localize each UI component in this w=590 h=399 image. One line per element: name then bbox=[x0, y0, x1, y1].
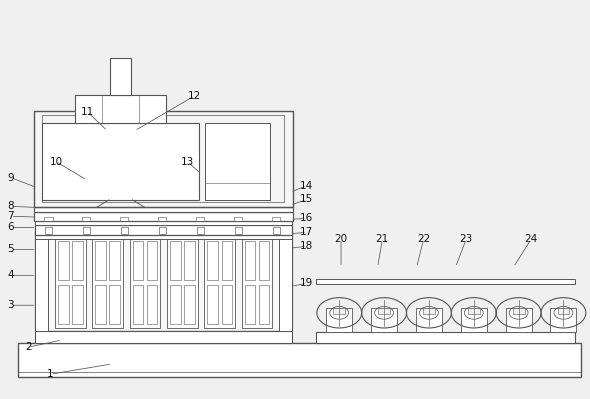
Text: 18: 18 bbox=[300, 241, 313, 251]
Bar bbox=[147, 241, 158, 280]
Text: 22: 22 bbox=[417, 234, 430, 245]
Bar bbox=[121, 227, 128, 234]
Bar bbox=[279, 231, 292, 331]
Text: 4: 4 bbox=[7, 270, 14, 280]
Bar bbox=[96, 285, 106, 324]
Bar bbox=[133, 285, 143, 324]
Bar bbox=[167, 235, 198, 328]
Text: 7: 7 bbox=[7, 211, 14, 221]
Text: 2: 2 bbox=[25, 342, 32, 352]
Bar bbox=[326, 308, 352, 332]
Bar bbox=[316, 332, 575, 343]
Text: 15: 15 bbox=[300, 194, 313, 205]
Bar bbox=[75, 95, 166, 123]
Bar bbox=[468, 308, 480, 314]
Bar bbox=[416, 308, 442, 332]
Bar bbox=[93, 235, 123, 328]
Bar bbox=[221, 285, 232, 324]
Text: 1: 1 bbox=[47, 369, 54, 379]
Bar bbox=[83, 227, 90, 234]
Bar bbox=[204, 235, 235, 328]
Bar bbox=[72, 285, 83, 324]
Bar bbox=[550, 308, 576, 332]
Bar bbox=[423, 308, 435, 314]
Bar bbox=[42, 115, 284, 202]
Bar bbox=[110, 241, 120, 280]
Bar bbox=[242, 235, 273, 328]
Bar bbox=[110, 285, 120, 324]
Bar bbox=[35, 231, 48, 331]
Text: 24: 24 bbox=[525, 234, 537, 245]
Bar bbox=[506, 308, 532, 332]
Bar bbox=[35, 231, 292, 331]
Bar bbox=[34, 111, 293, 207]
Bar bbox=[147, 285, 158, 324]
Text: 13: 13 bbox=[181, 156, 194, 167]
Bar bbox=[35, 331, 292, 343]
Bar bbox=[44, 217, 53, 221]
Text: 6: 6 bbox=[7, 222, 14, 233]
Bar bbox=[245, 241, 255, 280]
Text: 3: 3 bbox=[7, 300, 14, 310]
Bar bbox=[184, 285, 195, 324]
Bar bbox=[259, 241, 270, 280]
Bar bbox=[42, 123, 199, 200]
Bar bbox=[170, 241, 181, 280]
Bar bbox=[34, 207, 293, 212]
Bar bbox=[207, 241, 218, 280]
Bar bbox=[82, 217, 90, 221]
Bar bbox=[159, 227, 166, 234]
Bar bbox=[120, 217, 129, 221]
Text: 19: 19 bbox=[300, 278, 313, 288]
Bar bbox=[196, 217, 204, 221]
Bar bbox=[35, 225, 292, 235]
Bar bbox=[513, 308, 525, 314]
Bar bbox=[170, 285, 181, 324]
Bar bbox=[221, 241, 232, 280]
Text: 10: 10 bbox=[50, 156, 63, 167]
Bar bbox=[58, 241, 68, 280]
Bar bbox=[378, 308, 390, 314]
Bar bbox=[158, 217, 166, 221]
Text: 9: 9 bbox=[7, 172, 14, 183]
Text: 14: 14 bbox=[300, 180, 313, 191]
Bar bbox=[234, 217, 242, 221]
Bar bbox=[273, 227, 280, 234]
Bar bbox=[18, 343, 581, 377]
Text: 23: 23 bbox=[460, 234, 473, 245]
Bar bbox=[35, 235, 292, 239]
Bar bbox=[259, 285, 270, 324]
Bar bbox=[196, 227, 204, 234]
Bar bbox=[34, 212, 293, 221]
Bar bbox=[35, 221, 292, 225]
Bar bbox=[333, 308, 345, 314]
Bar bbox=[235, 227, 242, 234]
Bar bbox=[130, 235, 160, 328]
Bar bbox=[55, 235, 86, 328]
Bar bbox=[72, 241, 83, 280]
Text: 21: 21 bbox=[376, 234, 389, 245]
Text: 5: 5 bbox=[7, 244, 14, 255]
Bar bbox=[205, 123, 270, 200]
Text: 8: 8 bbox=[7, 201, 14, 211]
Text: 20: 20 bbox=[335, 234, 348, 245]
Bar bbox=[272, 217, 280, 221]
Bar bbox=[184, 241, 195, 280]
Bar bbox=[245, 285, 255, 324]
Text: 11: 11 bbox=[81, 107, 94, 117]
Bar bbox=[461, 308, 487, 332]
Bar bbox=[316, 279, 575, 284]
Bar bbox=[207, 285, 218, 324]
Bar bbox=[45, 227, 52, 234]
Bar bbox=[96, 241, 106, 280]
Bar bbox=[558, 308, 569, 314]
Text: 17: 17 bbox=[300, 227, 313, 237]
Bar bbox=[133, 241, 143, 280]
Bar bbox=[110, 58, 131, 95]
Text: 12: 12 bbox=[188, 91, 201, 101]
Bar bbox=[58, 285, 68, 324]
Text: 16: 16 bbox=[300, 213, 313, 223]
Bar bbox=[371, 308, 397, 332]
